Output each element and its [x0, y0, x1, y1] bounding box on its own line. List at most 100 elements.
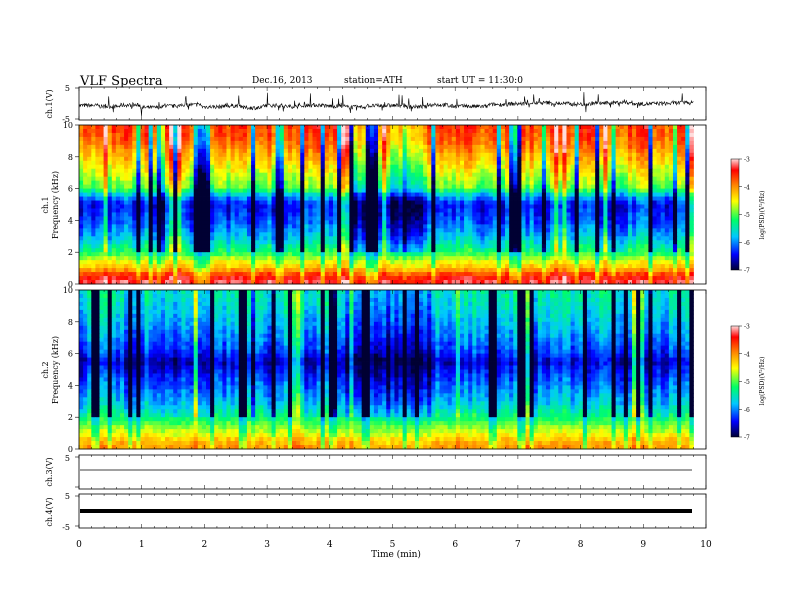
spectrogram-cell	[181, 156, 186, 162]
spectrogram-cell	[337, 136, 342, 142]
spectrogram-cell	[615, 196, 621, 201]
spectrogram-cell	[242, 236, 248, 241]
spectrogram-cell	[685, 192, 690, 197]
spectrogram-cell	[419, 244, 424, 249]
spectrogram-cell	[607, 216, 612, 221]
spectrogram-cell	[419, 184, 424, 190]
spectrogram-cell	[369, 168, 375, 174]
spectrogram-cell	[591, 128, 596, 134]
spectrogram-cell	[160, 208, 166, 213]
spectrogram-cell	[275, 152, 281, 158]
spectrogram-cell	[636, 125, 641, 130]
spectrogram-cell	[119, 240, 125, 245]
spectrogram-cell	[259, 192, 264, 197]
spectrogram-cell	[378, 168, 383, 174]
spectrogram-cell	[447, 156, 453, 162]
spectrogram-cell	[193, 180, 199, 186]
spectrogram-cell	[582, 188, 588, 193]
spectrogram-cell	[623, 140, 629, 146]
spectrogram-cell	[83, 188, 88, 193]
spectrogram-cell	[119, 248, 125, 253]
spectrogram-cell	[324, 180, 330, 186]
spectrogram-cell	[447, 240, 453, 245]
spectrogram-cell	[681, 240, 686, 245]
spectrogram-cell	[300, 232, 305, 237]
spectrogram-cell	[451, 125, 457, 130]
spectrogram-cell	[382, 224, 387, 229]
spectrogram-cell	[312, 232, 317, 237]
spectrogram-cell	[607, 148, 612, 154]
spectrogram-cell	[509, 144, 514, 150]
spectrogram-cell	[365, 160, 371, 166]
spectrogram-cell	[251, 184, 256, 190]
spectrogram-cell	[83, 212, 88, 217]
spectrogram-cell	[439, 164, 444, 170]
spectrogram-cell	[619, 248, 625, 253]
spectrogram-cell	[505, 188, 510, 193]
spectrogram-cell	[349, 248, 354, 253]
spectrogram-cell	[365, 172, 371, 178]
spectrogram-cell	[529, 192, 535, 197]
spectrogram-cell	[132, 244, 137, 249]
spectrogram-cell	[611, 156, 617, 162]
spectrogram-cell	[578, 144, 584, 150]
spectrogram-cell	[677, 188, 682, 193]
spectrogram-cell	[496, 240, 502, 245]
spectrogram-cell	[308, 220, 313, 225]
spectrogram-cell	[468, 184, 473, 190]
spectrogram-cell	[382, 244, 387, 249]
spectrogram-cell	[271, 224, 277, 229]
spectrogram-cell	[251, 212, 256, 217]
spectrogram-cell	[521, 216, 526, 221]
spectrogram-cell	[525, 168, 531, 174]
spectrogram-cell	[492, 196, 498, 201]
spectrogram-cell	[99, 204, 104, 209]
spectrogram-cell	[394, 244, 399, 249]
spectrogram-cell	[205, 252, 211, 257]
spectrogram-cell	[165, 220, 170, 225]
spectrogram-cell	[185, 156, 191, 162]
spectrogram-cell	[222, 216, 227, 221]
spectrogram-cell	[672, 160, 678, 166]
spectrogram-cell	[435, 204, 440, 209]
spectrogram-cell	[640, 164, 645, 170]
spectrogram-cell	[189, 208, 195, 213]
spectrogram-cell	[361, 125, 367, 130]
spectrogram-cell	[447, 212, 453, 217]
spectrogram-cell	[320, 200, 326, 205]
spectrogram-cell	[234, 232, 240, 237]
spectrogram-cell	[476, 136, 481, 142]
spectrogram-cell	[677, 192, 682, 197]
spectrogram-cell	[287, 136, 293, 142]
spectrogram-cell	[230, 164, 236, 170]
spectrogram-cell	[361, 232, 367, 237]
spectrogram-cell	[668, 156, 674, 162]
spectrogram-cell	[79, 136, 84, 142]
spectrogram-cell	[259, 136, 264, 142]
spectrogram-cell	[279, 204, 285, 209]
spectrogram-cell	[406, 148, 412, 154]
spectrogram-cell	[189, 196, 195, 201]
spectrogram-cell	[505, 160, 510, 166]
spectrogram-cell	[496, 196, 502, 201]
spectrogram-cell	[427, 192, 432, 197]
spectrogram-cell	[378, 184, 383, 190]
spectrogram-cell	[304, 244, 309, 249]
spectrogram-cell	[369, 240, 375, 245]
spectrogram-cell	[169, 156, 174, 162]
spectrogram-cell	[140, 244, 145, 249]
spectrogram-cell	[304, 128, 309, 134]
spectrogram-cell	[578, 248, 584, 253]
spectrogram-cell	[390, 248, 395, 253]
spectrogram-cell	[275, 232, 281, 237]
spectrogram-cell	[353, 132, 358, 138]
spectrogram-cell	[87, 172, 92, 178]
spectrogram-cell	[394, 132, 399, 138]
spectrogram-cell	[685, 212, 690, 217]
spectrogram-cell	[648, 152, 653, 158]
spectrogram-cell	[672, 144, 678, 150]
spectrogram-cell	[521, 232, 526, 237]
spectrogram-cell	[570, 248, 576, 253]
spectrogram-cell	[398, 216, 404, 221]
spectrogram-cell	[533, 128, 539, 134]
